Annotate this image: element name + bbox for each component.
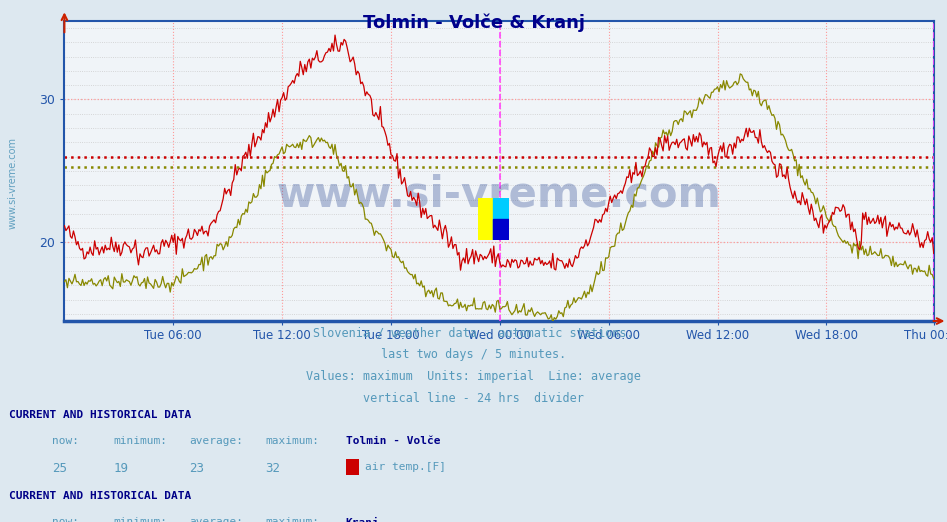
Text: CURRENT AND HISTORICAL DATA: CURRENT AND HISTORICAL DATA — [9, 491, 191, 501]
Text: 19: 19 — [114, 462, 129, 475]
Bar — [478, 198, 493, 240]
Bar — [493, 219, 509, 240]
Bar — [493, 198, 509, 240]
Text: maximum:: maximum: — [265, 517, 319, 522]
Text: maximum:: maximum: — [265, 436, 319, 446]
Text: 23: 23 — [189, 462, 205, 475]
Text: Values: maximum  Units: imperial  Line: average: Values: maximum Units: imperial Line: av… — [306, 370, 641, 383]
Text: last two days / 5 minutes.: last two days / 5 minutes. — [381, 348, 566, 361]
Text: Tolmin - Volče: Tolmin - Volče — [346, 436, 440, 446]
Text: Tolmin - Volče & Kranj: Tolmin - Volče & Kranj — [363, 13, 584, 31]
Text: 25: 25 — [52, 462, 67, 475]
Text: www.si-vreme.com: www.si-vreme.com — [277, 174, 722, 216]
Text: average:: average: — [189, 436, 243, 446]
Text: minimum:: minimum: — [114, 436, 168, 446]
Text: Kranj: Kranj — [346, 517, 380, 522]
Text: minimum:: minimum: — [114, 517, 168, 522]
Text: 32: 32 — [265, 462, 280, 475]
Text: now:: now: — [52, 517, 80, 522]
Text: Slovenia / weather data - automatic stations.: Slovenia / weather data - automatic stat… — [313, 326, 634, 339]
Text: air temp.[F]: air temp.[F] — [365, 462, 446, 472]
Text: CURRENT AND HISTORICAL DATA: CURRENT AND HISTORICAL DATA — [9, 410, 191, 420]
Text: vertical line - 24 hrs  divider: vertical line - 24 hrs divider — [363, 392, 584, 405]
Text: now:: now: — [52, 436, 80, 446]
Text: average:: average: — [189, 517, 243, 522]
Text: www.si-vreme.com: www.si-vreme.com — [8, 137, 17, 229]
